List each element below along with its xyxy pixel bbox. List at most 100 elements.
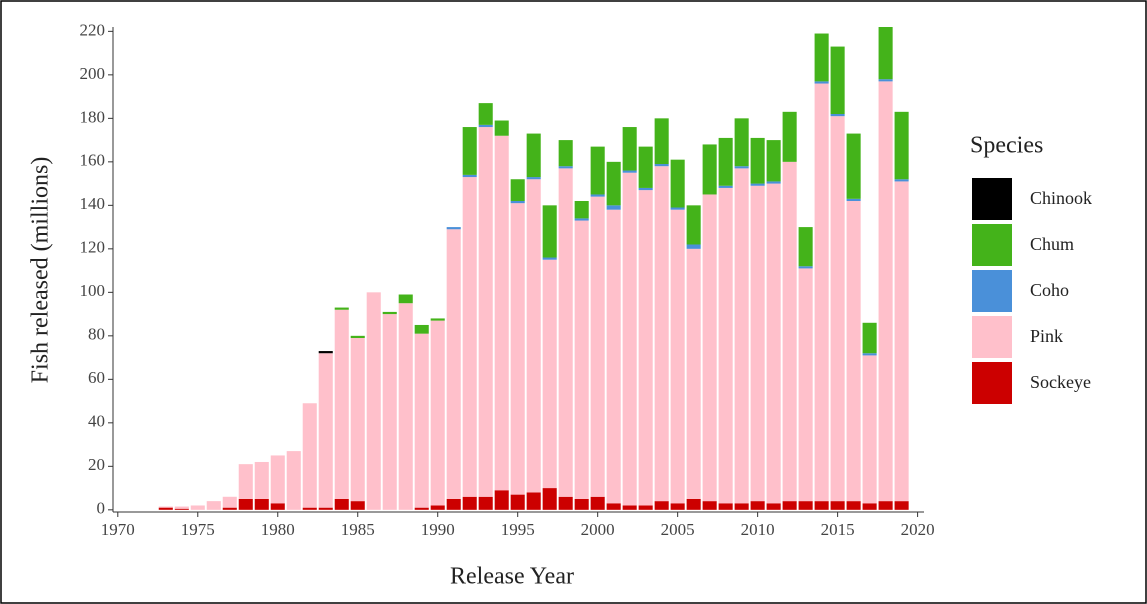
- bar-segment: [734, 503, 749, 510]
- bar-segment: [638, 187, 653, 191]
- legend-label: Chinook: [1030, 188, 1092, 208]
- legend-swatch: [972, 178, 1012, 220]
- bar-segment: [750, 183, 765, 186]
- x-tick-label: 1985: [341, 520, 375, 539]
- bar-segment: [494, 120, 509, 136]
- y-tick-label: 220: [80, 20, 106, 39]
- y-tick-label: 200: [80, 64, 106, 83]
- bar-segment: [318, 353, 333, 508]
- x-tick-label: 2010: [741, 520, 775, 539]
- x-tick-label: 2020: [901, 520, 935, 539]
- bar-segment: [766, 503, 781, 510]
- y-tick-label: 0: [97, 499, 106, 518]
- bar-segment: [526, 133, 541, 178]
- bar-segment: [430, 318, 445, 321]
- bar-segment: [622, 127, 637, 171]
- bar-segment: [158, 506, 173, 508]
- bar-segment: [334, 307, 349, 310]
- bar-segment: [206, 501, 221, 510]
- legend-label: Chum: [1030, 234, 1074, 254]
- legend-swatch: [972, 362, 1012, 404]
- bar-segment: [222, 496, 237, 508]
- bar-segment: [814, 501, 829, 510]
- x-tick-label: 2015: [821, 520, 855, 539]
- bar-segment: [446, 229, 461, 499]
- bar-segment: [478, 496, 493, 510]
- bar-segment: [846, 133, 861, 199]
- bar-segment: [782, 111, 797, 162]
- bar-segment: [462, 496, 477, 510]
- bar-segment: [494, 490, 509, 510]
- bar-segment: [318, 507, 333, 510]
- bar-segment: [526, 177, 541, 180]
- bar-segment: [430, 320, 445, 506]
- bar-segment: [670, 503, 685, 510]
- bar-segment: [622, 172, 637, 506]
- bar-segment: [286, 451, 301, 510]
- bar-segment: [478, 127, 493, 497]
- bar-segment: [654, 164, 669, 167]
- y-tick-label: 120: [80, 238, 106, 257]
- bar-segment: [254, 461, 269, 499]
- bar-segment: [414, 333, 429, 508]
- bar-segment: [222, 507, 237, 510]
- bar-segment: [718, 137, 733, 186]
- x-tick-label: 1975: [181, 520, 215, 539]
- bar-segment: [702, 501, 717, 510]
- bar-segment: [718, 185, 733, 188]
- bar-segment: [558, 496, 573, 510]
- bar-segment: [510, 200, 525, 204]
- bar-segment: [846, 501, 861, 510]
- bar-segment: [558, 140, 573, 167]
- bar-segment: [606, 209, 621, 504]
- bar-segment: [894, 179, 909, 182]
- bar-segment: [238, 498, 253, 510]
- bar-segment: [862, 503, 877, 510]
- bar-segment: [670, 209, 685, 504]
- bar-segment: [574, 218, 589, 221]
- x-tick-label: 2005: [661, 520, 695, 539]
- bar-segment: [830, 113, 845, 117]
- bar-segment: [574, 498, 589, 510]
- bar-segment: [238, 464, 253, 499]
- x-tick-label: 1970: [101, 520, 135, 539]
- bar-segment: [622, 170, 637, 173]
- bar-segment: [734, 166, 749, 169]
- bar-segment: [174, 508, 189, 510]
- bar-segment: [366, 292, 381, 510]
- bar-segment: [558, 166, 573, 169]
- legend-label: Sockeye: [1030, 372, 1091, 392]
- bar-segment: [462, 174, 477, 178]
- bar-segment: [622, 505, 637, 510]
- bar-segment: [686, 244, 701, 249]
- bar-segment: [798, 266, 813, 269]
- bar-segment: [494, 135, 509, 491]
- bar-segment: [654, 118, 669, 165]
- bar-segment: [478, 124, 493, 128]
- bar-segment: [398, 294, 413, 304]
- bar-segment: [750, 137, 765, 184]
- bar-segment: [462, 177, 477, 497]
- bar-segment: [318, 351, 333, 354]
- bar-segment: [590, 146, 605, 195]
- y-tick-label: 160: [80, 151, 106, 170]
- bar-segment: [766, 181, 781, 184]
- bar-segment: [750, 185, 765, 502]
- bar-segment: [894, 111, 909, 180]
- bar-segment: [862, 353, 877, 356]
- bar-segment: [606, 161, 621, 206]
- bar-segment: [734, 168, 749, 504]
- bar-segment: [510, 203, 525, 495]
- legend-label: Coho: [1030, 280, 1069, 300]
- bar-segment: [718, 503, 733, 510]
- bar-segment: [846, 200, 861, 502]
- bar-segment: [638, 146, 653, 188]
- bar-segment: [590, 496, 605, 510]
- bar-segment: [302, 403, 317, 508]
- bar-segment: [350, 335, 365, 339]
- bar-segment: [334, 309, 349, 499]
- bar-segment: [702, 144, 717, 195]
- bar-segment: [814, 81, 829, 84]
